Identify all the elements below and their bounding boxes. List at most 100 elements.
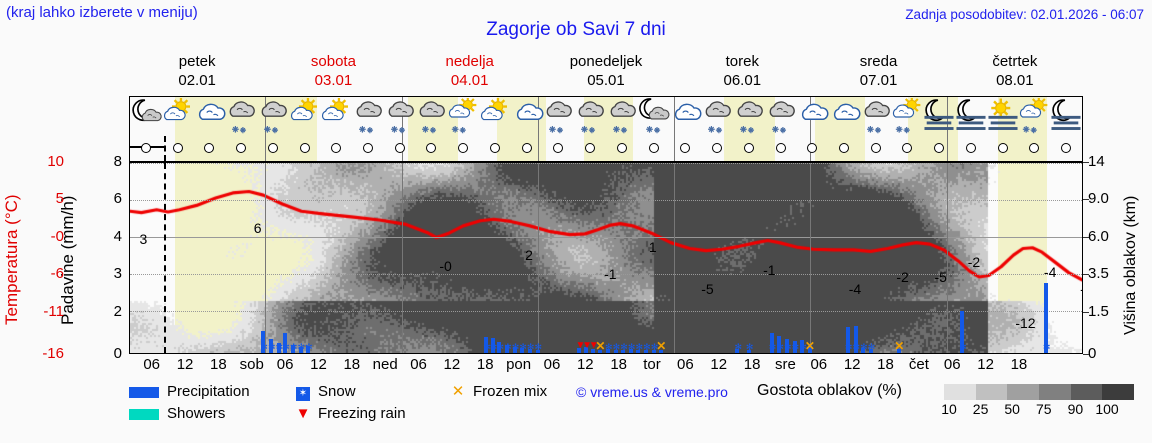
legend-freezing-rain-label: Freezing rain xyxy=(318,405,406,422)
weather-icon-cloud-snow xyxy=(414,98,448,136)
day-header-sobota: sobota 03.01 xyxy=(265,52,401,90)
x-tick-label: 12 xyxy=(576,356,594,373)
legend-snow-label: Snow xyxy=(318,383,356,400)
freezing-rain-marker: ▼ xyxy=(582,340,592,351)
snow-marker: ✻ xyxy=(620,342,628,352)
weather-icon-cloud-snow xyxy=(256,98,290,136)
precipitation-bar xyxy=(598,350,603,353)
x-tick-label: 18 xyxy=(743,356,761,373)
cloud-density-color-scale xyxy=(944,384,1135,400)
precipitation-tick-label: 8 xyxy=(113,153,122,170)
temperature-point-label: -4 xyxy=(1043,263,1057,280)
weather-icon-sun-cloud-snow xyxy=(890,97,924,136)
temperature-point-label: -1 xyxy=(763,261,776,278)
weather-icon-moon-fog xyxy=(922,98,956,136)
hour-dot-strip xyxy=(129,136,1083,162)
snow-marker: ✻ xyxy=(267,342,276,352)
snow-icon: ✶ xyxy=(294,382,312,402)
snow-marker: ✻ xyxy=(305,342,313,352)
weather-icon-sun-cloud xyxy=(478,97,512,136)
hour-marker-dot xyxy=(394,143,405,153)
precipitation-bar xyxy=(520,348,525,353)
temperature-tick-label: 10 xyxy=(47,153,64,170)
x-tick-label: 18 xyxy=(610,356,627,373)
snow-marker: ✻ xyxy=(635,342,643,352)
precipitation-bar xyxy=(613,350,618,353)
copyright-link[interactable]: © vreme.us & vreme.pro xyxy=(576,384,728,400)
frozen-mix-marker: ✕ xyxy=(894,339,905,353)
cloud-density-swatch xyxy=(944,384,976,400)
day-name: petek xyxy=(178,53,216,70)
cloud-axis-tick xyxy=(1083,162,1089,163)
weather-icon-cloud xyxy=(510,98,544,136)
weather-icon-moon-cloud-snow xyxy=(637,98,671,136)
precipitation-bar xyxy=(807,344,812,353)
precipitation-bar xyxy=(298,347,303,353)
x-tick-label: 12 xyxy=(443,356,461,373)
day-divider xyxy=(674,163,676,353)
weather-icon-cloud xyxy=(668,98,702,136)
snow-marker: ✻ xyxy=(783,342,792,352)
precipitation-bar xyxy=(621,350,626,353)
precipitation-bar xyxy=(845,327,850,353)
weather-icon-cloud-snow xyxy=(351,98,385,136)
weather-icon-sun-fog xyxy=(986,98,1020,136)
hour-marker-dot xyxy=(267,143,278,153)
precipitation-bar xyxy=(636,350,641,353)
day-date: 08.01 xyxy=(996,72,1034,89)
forecast-plot: 36-02-11-5-1-4-2-5-2-12-4-10✻✻✻✻✻✻✻✻✻✻✻✻… xyxy=(129,162,1083,354)
day-divider xyxy=(265,136,267,161)
temperature-axis-title: Temperatura (°C) xyxy=(2,194,21,326)
day-header-sreda: sreda 07.01 xyxy=(810,52,946,90)
hour-marker-dot xyxy=(299,143,310,153)
snow-marker: ✻ xyxy=(643,342,651,352)
precipitation-bar xyxy=(868,349,873,353)
snow-marker: ✻ xyxy=(791,342,800,352)
showers-swatch xyxy=(129,408,159,420)
temperature-point-label: -12 xyxy=(1015,315,1036,331)
snow-marker: ✻ xyxy=(275,342,284,352)
temperature-point-label: -0 xyxy=(439,258,452,274)
horizontal-gridline xyxy=(130,163,1082,164)
precipitation-bar xyxy=(897,349,902,353)
frozen-mix-marker: ✕ xyxy=(656,339,667,353)
day-header-row: petek 02.01 sobota 03.01 nedelja 04.01 ponedel… xyxy=(129,52,1083,90)
horizontal-gridline xyxy=(130,353,1082,354)
snow-marker: ✻ xyxy=(844,342,853,352)
snow-marker: ✻ xyxy=(504,342,512,352)
precipitation-bar xyxy=(628,349,633,353)
weather-icon-cloud xyxy=(827,98,861,136)
precipitation-tick-label: 6 xyxy=(113,190,122,208)
cloud-axis-tick xyxy=(1083,236,1089,238)
weather-icon-sun-cloud xyxy=(319,97,353,136)
x-tick-label: tor xyxy=(643,356,661,373)
hour-marker-dot xyxy=(426,143,437,153)
hour-marker-dot xyxy=(236,143,247,153)
cloud-density-scale-labels: 10 25 50 75 90 100 xyxy=(934,401,1144,419)
x-tick-label: sob xyxy=(239,356,264,373)
snow-marker: ✻ xyxy=(526,342,535,352)
precipitation-bar xyxy=(268,339,273,353)
weather-icon-cloud-snow xyxy=(541,98,575,136)
hour-marker-dot xyxy=(902,143,913,153)
precipitation-tick-label: 0 xyxy=(113,345,122,362)
temperature-point-label: -5 xyxy=(701,280,714,297)
cloud-density-swatch xyxy=(1070,384,1103,400)
legend-precipitation-label: Precipitation xyxy=(167,383,250,400)
weather-icon-cloud-snow xyxy=(859,98,893,136)
temperature-point-label: -10 xyxy=(1080,281,1082,297)
legend-showers: Showers xyxy=(129,404,225,424)
current-time-marker xyxy=(164,136,166,161)
cloud-height-axis-title: Višina oblakov (km) xyxy=(1122,195,1139,335)
snow-marker: ✻ xyxy=(799,342,807,352)
weather-icon-sun-cloud-snow xyxy=(1017,97,1051,136)
weather-icon-cloud-snow xyxy=(605,98,639,136)
hour-marker-dot xyxy=(331,143,342,153)
snow-marker: ✻ xyxy=(534,342,543,352)
precipitation-bar xyxy=(276,343,281,353)
cloud-density-scale-label: 90 xyxy=(1067,401,1084,417)
snow-marker: ✻ xyxy=(734,342,743,352)
day-header-petek: petek 02.01 xyxy=(129,52,265,90)
precipitation-bar xyxy=(777,336,782,353)
hour-marker-dot xyxy=(965,143,976,153)
